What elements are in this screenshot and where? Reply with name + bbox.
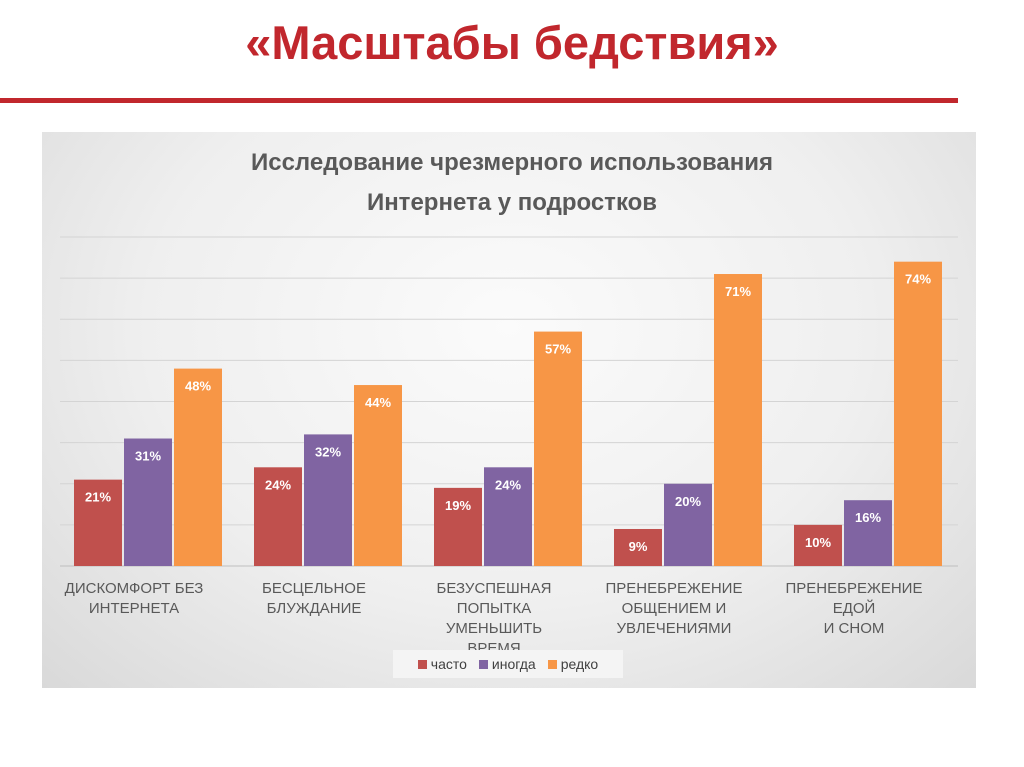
bar [894,261,942,566]
data-label: 57% [545,342,571,357]
category-label-line: УВЛЕЧЕНИЯМИ [616,620,732,637]
data-label: 19% [445,498,471,513]
category-label-1: ДИСКОМФОРТ БЕЗ ИНТЕРНЕТА [49,579,219,619]
bar [174,368,222,566]
category-label-line: ПРЕНЕБРЕЖЕНИЕ [605,580,743,597]
category-label-line: БЕЗУСПЕШНАЯ [436,580,552,597]
data-label: 31% [135,449,161,464]
bar [484,467,532,566]
legend-swatch [417,659,427,669]
legend-swatch [478,659,488,669]
chart-legend: часто иногда редко [393,650,623,678]
bar [714,274,762,566]
chart-title-line-1: Исследование чрезмерного использования [250,149,774,176]
data-label: 44% [365,395,391,410]
data-label: 21% [85,490,111,505]
bar [124,438,172,566]
bar [354,385,402,566]
bar [254,467,302,566]
data-label: 20% [675,494,701,509]
bar [434,487,482,566]
data-label: 71% [725,284,751,299]
legend-item-often: часто [417,656,467,672]
category-label-line: ДИСКОМФОРТ БЕЗ [64,580,204,597]
category-label-line: ПОПЫТКА УМЕНЬШИТЬ [445,600,543,637]
data-label: 9% [629,539,648,554]
bar [794,524,842,566]
data-label: 48% [185,379,211,394]
legend-item-rarely: редко [547,656,599,672]
chart-title-line-2: Интернета у подростков [366,189,658,216]
category-label-line: ИНТЕРНЕТА [88,600,180,617]
category-label-line: БЛУЖДАНИЕ [266,600,362,617]
legend-swatch [547,659,557,669]
data-label: 16% [855,510,881,525]
data-label: 74% [905,272,931,287]
category-label-line: И СНОМ [823,620,885,637]
category-label-line: ПРЕНЕБРЕЖЕНИЕ ЕДОЙ [785,580,923,617]
category-label-4: ПРЕНЕБРЕЖЕНИЕ ОБЩЕНИЕМ И УВЛЕЧЕНИЯМИ [589,579,759,639]
category-label-5: ПРЕНЕБРЕЖЕНИЕ ЕДОЙ И СНОМ [769,579,939,639]
bar [304,434,352,566]
legend-label: иногда [491,656,536,672]
legend-label: редко [560,656,599,672]
legend-label: часто [430,656,467,672]
bar [664,483,712,566]
category-label-2: БЕСЦЕЛЬНОЕ БЛУЖДАНИЕ [229,579,399,619]
bar [844,500,892,566]
bar [74,479,122,566]
title-divider [0,98,958,103]
data-label: 24% [265,477,291,492]
bar [614,528,662,566]
category-label-line: ОБЩЕНИЕМ И [621,600,727,617]
slide-title: «Масштабы бедствия» [245,16,779,69]
data-label: 24% [495,477,521,492]
data-label: 32% [315,444,341,459]
bar [534,331,582,566]
category-label-line: БЕСЦЕЛЬНОЕ [262,580,366,597]
legend-item-sometimes: иногда [478,656,536,672]
category-label-3: БЕЗУСПЕШНАЯ ПОПЫТКА УМЕНЬШИТЬ ВРЕМЯ [409,579,579,659]
data-label: 10% [805,535,831,550]
